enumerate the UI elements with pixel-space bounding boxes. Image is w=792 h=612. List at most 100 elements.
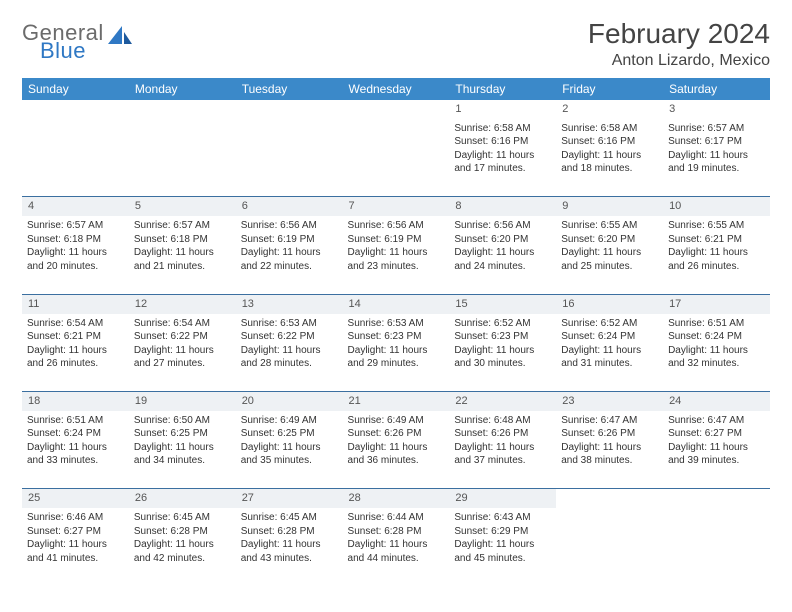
sunrise-line: Sunrise: 6:56 AM [241, 219, 338, 233]
day-number: 26 [129, 489, 236, 508]
day-cell: Sunrise: 6:57 AMSunset: 6:18 PMDaylight:… [22, 216, 129, 294]
daylight-line: Daylight: 11 hours and 35 minutes. [241, 441, 338, 468]
day-cell: Sunrise: 6:51 AMSunset: 6:24 PMDaylight:… [22, 411, 129, 489]
week-row: Sunrise: 6:51 AMSunset: 6:24 PMDaylight:… [22, 411, 770, 489]
day-number: 10 [663, 197, 770, 216]
day-number: 27 [236, 489, 343, 508]
sunset-line: Sunset: 6:24 PM [561, 330, 658, 344]
daylight-line: Daylight: 11 hours and 28 minutes. [241, 344, 338, 371]
daylight-line: Daylight: 11 hours and 36 minutes. [348, 441, 445, 468]
sunrise-line: Sunrise: 6:55 AM [561, 219, 658, 233]
day-cell: Sunrise: 6:46 AMSunset: 6:27 PMDaylight:… [22, 508, 129, 586]
day-header: Wednesday [343, 78, 450, 100]
sunset-line: Sunset: 6:18 PM [134, 233, 231, 247]
day-number: 12 [129, 294, 236, 313]
sunset-line: Sunset: 6:16 PM [454, 135, 551, 149]
sunrise-line: Sunrise: 6:45 AM [241, 511, 338, 525]
day-number [22, 100, 129, 119]
day-cell [343, 119, 450, 197]
logo: General Blue [22, 22, 132, 62]
day-cell: Sunrise: 6:50 AMSunset: 6:25 PMDaylight:… [129, 411, 236, 489]
daylight-line: Daylight: 11 hours and 26 minutes. [668, 246, 765, 273]
sunrise-line: Sunrise: 6:43 AM [454, 511, 551, 525]
sunrise-line: Sunrise: 6:47 AM [561, 414, 658, 428]
sunrise-line: Sunrise: 6:53 AM [241, 317, 338, 331]
sunset-line: Sunset: 6:19 PM [348, 233, 445, 247]
sail-icon [108, 26, 132, 46]
daylight-line: Daylight: 11 hours and 19 minutes. [668, 149, 765, 176]
daylight-line: Daylight: 11 hours and 34 minutes. [134, 441, 231, 468]
day-cell: Sunrise: 6:44 AMSunset: 6:28 PMDaylight:… [343, 508, 450, 586]
day-number: 4 [22, 197, 129, 216]
day-number: 9 [556, 197, 663, 216]
sunset-line: Sunset: 6:27 PM [27, 525, 124, 539]
day-number: 24 [663, 392, 770, 411]
sunset-line: Sunset: 6:25 PM [241, 427, 338, 441]
daylight-line: Daylight: 11 hours and 39 minutes. [668, 441, 765, 468]
location: Anton Lizardo, Mexico [588, 52, 770, 70]
sunrise-line: Sunrise: 6:51 AM [27, 414, 124, 428]
daylight-line: Daylight: 11 hours and 30 minutes. [454, 344, 551, 371]
day-cell: Sunrise: 6:52 AMSunset: 6:23 PMDaylight:… [449, 314, 556, 392]
daylight-line: Daylight: 11 hours and 23 minutes. [348, 246, 445, 273]
sunrise-line: Sunrise: 6:50 AM [134, 414, 231, 428]
daylight-line: Daylight: 11 hours and 45 minutes. [454, 538, 551, 565]
day-header: Thursday [449, 78, 556, 100]
day-cell: Sunrise: 6:57 AMSunset: 6:17 PMDaylight:… [663, 119, 770, 197]
sunset-line: Sunset: 6:28 PM [241, 525, 338, 539]
week-row: Sunrise: 6:57 AMSunset: 6:18 PMDaylight:… [22, 216, 770, 294]
day-number: 29 [449, 489, 556, 508]
sunset-line: Sunset: 6:24 PM [668, 330, 765, 344]
daylight-line: Daylight: 11 hours and 42 minutes. [134, 538, 231, 565]
sunset-line: Sunset: 6:27 PM [668, 427, 765, 441]
day-cell: Sunrise: 6:57 AMSunset: 6:18 PMDaylight:… [129, 216, 236, 294]
daylight-line: Daylight: 11 hours and 17 minutes. [454, 149, 551, 176]
day-cell: Sunrise: 6:56 AMSunset: 6:20 PMDaylight:… [449, 216, 556, 294]
sunset-line: Sunset: 6:26 PM [561, 427, 658, 441]
day-number: 18 [22, 392, 129, 411]
daylight-line: Daylight: 11 hours and 44 minutes. [348, 538, 445, 565]
daylight-line: Daylight: 11 hours and 22 minutes. [241, 246, 338, 273]
day-cell: Sunrise: 6:51 AMSunset: 6:24 PMDaylight:… [663, 314, 770, 392]
sunset-line: Sunset: 6:22 PM [134, 330, 231, 344]
sunrise-line: Sunrise: 6:57 AM [27, 219, 124, 233]
sunset-line: Sunset: 6:17 PM [668, 135, 765, 149]
daynum-row: 45678910 [22, 197, 770, 216]
week-row: Sunrise: 6:54 AMSunset: 6:21 PMDaylight:… [22, 314, 770, 392]
sunset-line: Sunset: 6:23 PM [454, 330, 551, 344]
day-header: Tuesday [236, 78, 343, 100]
day-cell: Sunrise: 6:58 AMSunset: 6:16 PMDaylight:… [449, 119, 556, 197]
day-header: Friday [556, 78, 663, 100]
day-header: Saturday [663, 78, 770, 100]
day-cell: Sunrise: 6:53 AMSunset: 6:22 PMDaylight:… [236, 314, 343, 392]
day-cell [22, 119, 129, 197]
sunset-line: Sunset: 6:26 PM [454, 427, 551, 441]
sunset-line: Sunset: 6:19 PM [241, 233, 338, 247]
day-number: 2 [556, 100, 663, 119]
sunset-line: Sunset: 6:21 PM [668, 233, 765, 247]
sunrise-line: Sunrise: 6:53 AM [348, 317, 445, 331]
daynum-row: 123 [22, 100, 770, 119]
day-header: Sunday [22, 78, 129, 100]
sunset-line: Sunset: 6:23 PM [348, 330, 445, 344]
daylight-line: Daylight: 11 hours and 41 minutes. [27, 538, 124, 565]
daylight-line: Daylight: 11 hours and 24 minutes. [454, 246, 551, 273]
day-number: 15 [449, 294, 556, 313]
day-cell: Sunrise: 6:55 AMSunset: 6:20 PMDaylight:… [556, 216, 663, 294]
day-number: 13 [236, 294, 343, 313]
sunrise-line: Sunrise: 6:57 AM [134, 219, 231, 233]
day-number: 22 [449, 392, 556, 411]
day-number: 14 [343, 294, 450, 313]
sunrise-line: Sunrise: 6:54 AM [134, 317, 231, 331]
logo-text-stack: General Blue [22, 22, 104, 62]
daylight-line: Daylight: 11 hours and 26 minutes. [27, 344, 124, 371]
sunrise-line: Sunrise: 6:51 AM [668, 317, 765, 331]
sunset-line: Sunset: 6:26 PM [348, 427, 445, 441]
day-number: 21 [343, 392, 450, 411]
sunrise-line: Sunrise: 6:48 AM [454, 414, 551, 428]
daylight-line: Daylight: 11 hours and 21 minutes. [134, 246, 231, 273]
daylight-line: Daylight: 11 hours and 18 minutes. [561, 149, 658, 176]
day-cell: Sunrise: 6:56 AMSunset: 6:19 PMDaylight:… [343, 216, 450, 294]
day-cell: Sunrise: 6:53 AMSunset: 6:23 PMDaylight:… [343, 314, 450, 392]
sunrise-line: Sunrise: 6:54 AM [27, 317, 124, 331]
